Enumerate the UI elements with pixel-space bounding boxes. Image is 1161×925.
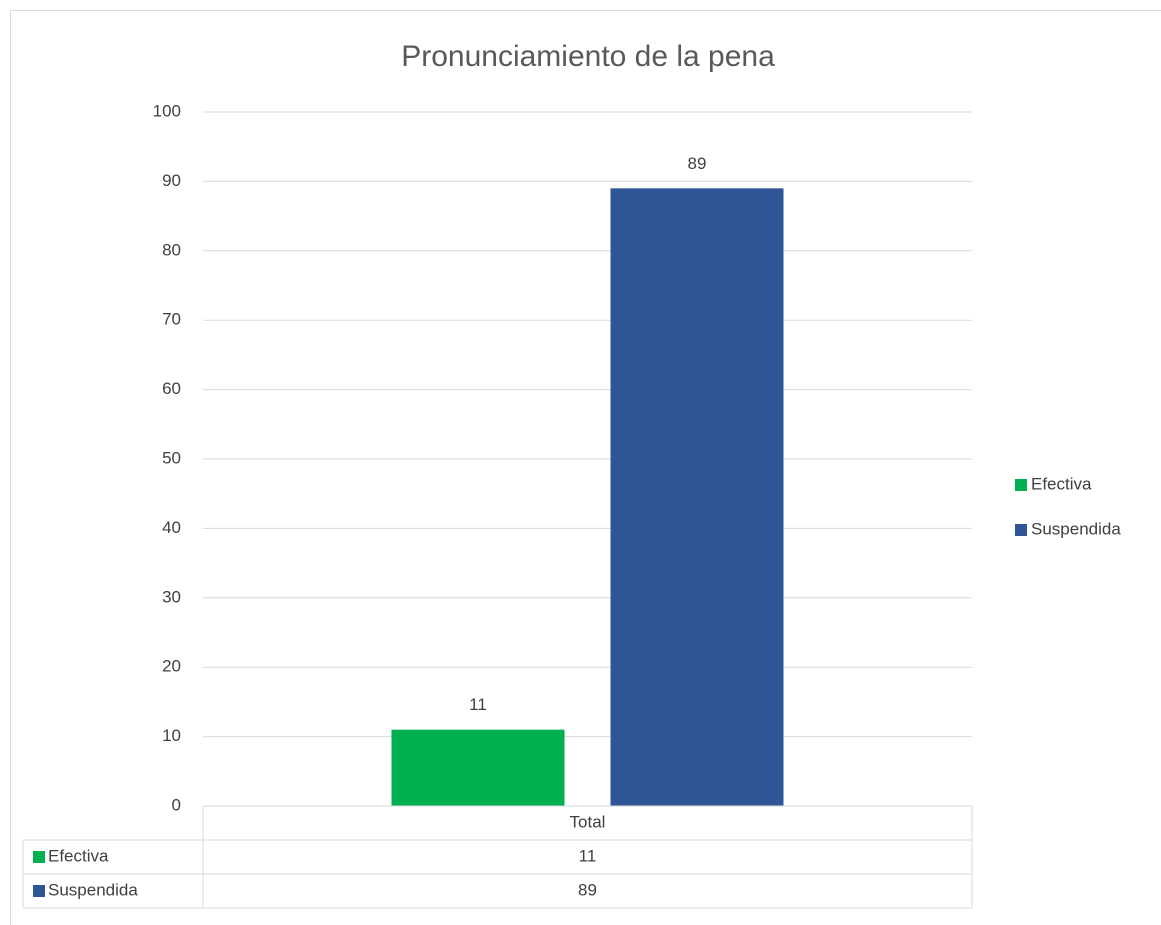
- y-tick-label: 60: [162, 379, 181, 398]
- bar: [610, 188, 784, 807]
- chart-border: [10, 10, 1161, 925]
- legend-key: [1015, 479, 1027, 491]
- data-label: 11: [469, 695, 487, 714]
- y-tick-label: 90: [162, 171, 181, 190]
- y-tick-label: 10: [162, 726, 181, 745]
- y-tick-label: 40: [162, 518, 181, 537]
- legend-label: Suspendida: [1031, 519, 1121, 538]
- y-tick-label: 0: [172, 795, 181, 814]
- data-label: 89: [688, 154, 707, 173]
- table-series-name: Suspendida: [48, 880, 138, 899]
- y-tick-label: 20: [162, 657, 181, 676]
- y-tick-label: 100: [153, 101, 181, 120]
- y-tick-label: 70: [162, 310, 181, 329]
- legend-key: [1015, 524, 1027, 536]
- y-tick-label: 30: [162, 587, 181, 606]
- table-legend-key: [33, 851, 45, 863]
- table-series-name: Efectiva: [48, 846, 109, 865]
- bar: [391, 729, 565, 806]
- x-tick-label: Total: [570, 812, 606, 831]
- legend-label: Efectiva: [1031, 474, 1092, 493]
- table-value: 11: [579, 846, 597, 865]
- y-tick-label: 50: [162, 448, 181, 467]
- y-tick-label: 80: [162, 240, 181, 259]
- chart-title: Pronunciamiento de la pena: [401, 40, 775, 73]
- table-value: 89: [578, 880, 597, 899]
- table-legend-key: [33, 885, 45, 897]
